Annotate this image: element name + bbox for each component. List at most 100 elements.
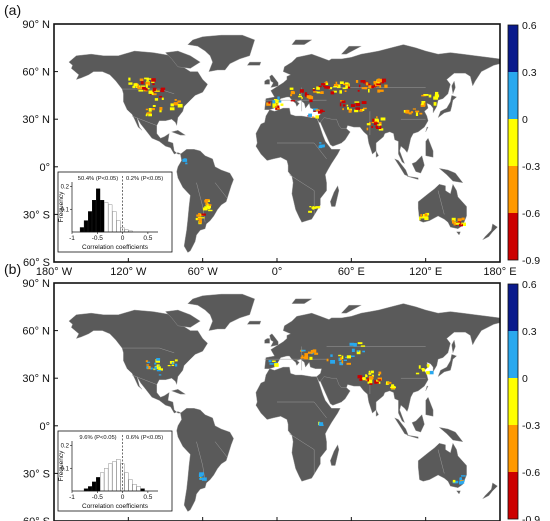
- histogram-bar: [108, 204, 113, 233]
- hotspot-cell: [151, 91, 154, 95]
- land-javaPlus: [407, 435, 419, 439]
- lat-tick-label: 60° N: [22, 326, 50, 338]
- colorbar-tick-label: -0.3: [522, 420, 540, 432]
- hotspot-cell: [356, 350, 361, 355]
- land-eurasia: [264, 303, 501, 424]
- hotspot-cell: [159, 368, 163, 371]
- histogram-bar: [104, 468, 109, 492]
- hotspot-cell: [155, 90, 160, 92]
- hotspot-cell: [314, 352, 319, 355]
- land-svalbard: [291, 39, 313, 45]
- hotspot-cell: [461, 217, 465, 221]
- hotspot-cell: [154, 98, 159, 101]
- hotspot-cell: [291, 90, 294, 94]
- histogram-bar: [100, 199, 105, 233]
- colorbar-tick-label: -0.6: [522, 208, 540, 220]
- hotspot-cell: [171, 364, 175, 366]
- hotspot-cell: [268, 101, 271, 104]
- hotspot-cell: [392, 386, 396, 389]
- hotspot-cell: [174, 359, 178, 362]
- hotspot-cell: [377, 124, 379, 126]
- histogram-bar: [108, 463, 113, 492]
- hotspot-cell: [159, 107, 163, 111]
- hotspot-cell: [277, 108, 280, 110]
- hotspot-cell: [377, 78, 382, 83]
- inset-x-tick-label: -0.5: [92, 235, 104, 242]
- colorbar-segment: [508, 284, 518, 331]
- hotspot-cell: [315, 206, 321, 209]
- hotspot-cell: [318, 422, 324, 426]
- land-javaPlus: [407, 176, 419, 180]
- hotspot-cell: [433, 96, 439, 100]
- hotspot-cell: [371, 121, 376, 124]
- hotspot-cell: [406, 109, 410, 114]
- hotspot-cell: [459, 481, 463, 485]
- hotspot-cell: [376, 127, 381, 129]
- inset-left-note: 50.4% (P<0.05): [78, 176, 119, 182]
- hotspot-cell: [309, 98, 313, 103]
- inset-x-tick-label: 0.5: [143, 235, 152, 242]
- panel-a-label: (a): [4, 2, 22, 18]
- hotspot-cell: [434, 94, 440, 98]
- land-sriLanka: [375, 150, 379, 158]
- hotspot-cell: [148, 78, 153, 80]
- land-sriLanka: [375, 409, 379, 417]
- hotspot-cell: [381, 79, 384, 84]
- hotspot-cell: [460, 223, 463, 225]
- hotspot-cell: [377, 82, 380, 84]
- hotspot-cell: [420, 214, 423, 218]
- hotspot-cell: [147, 361, 151, 363]
- hotspot-cell: [335, 81, 338, 85]
- histogram-bar: [104, 202, 109, 233]
- hotspot-cell: [371, 374, 374, 377]
- hotspot-cell: [378, 128, 384, 131]
- inset-histogram: -1 -0.5 0 0.5 0.1 0.2 Correlation coefficients…: [57, 430, 173, 512]
- hotspot-cell: [152, 108, 155, 111]
- hotspot-cell: [355, 80, 359, 83]
- histogram-bar: [79, 227, 84, 233]
- hotspot-cell: [146, 364, 149, 366]
- land-northAmerica: [68, 50, 208, 155]
- hotspot-cell: [202, 207, 208, 211]
- lon-tick-label: 60° W: [188, 266, 219, 278]
- hotspot-cell: [421, 94, 425, 97]
- hotspot-cell: [145, 82, 151, 86]
- lat-tick-label: 90° N: [22, 19, 50, 31]
- inset-y-tick-label: 0.1: [61, 207, 70, 213]
- hotspot-cell: [368, 89, 370, 93]
- hotspot-cell: [342, 87, 347, 90]
- hotspot-cell: [298, 95, 302, 98]
- inset-y-label: Frequency: [58, 450, 65, 481]
- hotspot-cell: [275, 99, 279, 104]
- land-tasmania: [456, 231, 461, 236]
- hotspot-cell: [348, 86, 351, 89]
- hotspot-cell: [459, 477, 462, 481]
- hotspot-cell: [357, 89, 360, 92]
- hotspot-cell: [300, 356, 305, 359]
- colorbar-tick-label: 0: [522, 373, 528, 385]
- colorbar-tick-label: -0.9: [522, 514, 540, 521]
- hotspot-cell: [208, 204, 212, 206]
- hotspot-cell: [415, 112, 419, 116]
- hotspot-cell: [342, 104, 346, 107]
- hotspot-cell: [316, 86, 320, 90]
- hotspot-cell: [375, 125, 379, 128]
- hotspot-cell: [337, 84, 341, 89]
- inset-x-tick-label: -0.5: [92, 494, 104, 501]
- hotspot-cell: [339, 90, 342, 94]
- inset-x-tick-label: 0: [121, 494, 125, 501]
- hotspot-cell: [133, 83, 138, 87]
- hotspot-cell: [313, 110, 316, 112]
- hotspot-cell: [169, 107, 175, 111]
- country-border: [289, 433, 315, 474]
- hotspot-cell: [151, 78, 156, 82]
- hotspot-cell: [277, 96, 280, 100]
- land-philippines: [425, 137, 434, 158]
- hotspot-cell: [207, 205, 211, 209]
- hotspot-cell: [424, 216, 429, 221]
- hotspot-cell: [365, 374, 367, 377]
- hotspot-cell: [361, 101, 367, 104]
- lon-tick-label: 180° E: [483, 266, 516, 278]
